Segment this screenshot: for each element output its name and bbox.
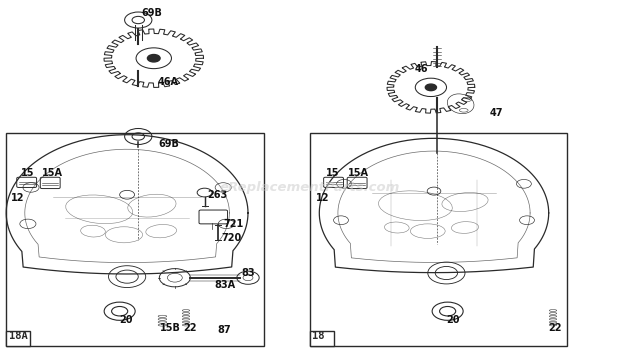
Text: 20: 20 bbox=[119, 314, 133, 325]
Text: 720: 720 bbox=[221, 233, 242, 243]
Text: 15A: 15A bbox=[42, 168, 63, 178]
Text: 15: 15 bbox=[20, 168, 34, 178]
Text: 15B: 15B bbox=[160, 323, 181, 333]
Text: 83A: 83A bbox=[214, 280, 235, 290]
Bar bbox=[6, 331, 30, 346]
Text: 46A: 46A bbox=[158, 77, 179, 87]
Text: 263: 263 bbox=[208, 190, 228, 200]
Text: 22: 22 bbox=[549, 323, 562, 333]
Text: 83: 83 bbox=[242, 268, 255, 278]
Text: 69B: 69B bbox=[141, 8, 162, 18]
Bar bbox=[310, 133, 567, 346]
Text: 18: 18 bbox=[312, 332, 325, 341]
Text: 12: 12 bbox=[11, 193, 25, 203]
Circle shape bbox=[148, 55, 160, 62]
Bar bbox=[310, 331, 334, 346]
Text: 69B: 69B bbox=[158, 139, 179, 149]
Text: 12: 12 bbox=[316, 193, 330, 203]
Text: 721: 721 bbox=[223, 219, 244, 229]
Text: 47: 47 bbox=[490, 108, 503, 118]
Bar bbox=[6, 133, 264, 346]
Circle shape bbox=[425, 84, 436, 91]
Text: 20: 20 bbox=[446, 314, 460, 325]
Text: eReplacementParts.com: eReplacementParts.com bbox=[220, 181, 400, 194]
Text: 15A: 15A bbox=[348, 168, 369, 178]
Text: 18A: 18A bbox=[9, 332, 27, 341]
Text: 87: 87 bbox=[217, 325, 231, 335]
Text: 46: 46 bbox=[414, 64, 428, 74]
Text: 22: 22 bbox=[184, 323, 197, 333]
Text: 15: 15 bbox=[326, 168, 340, 178]
